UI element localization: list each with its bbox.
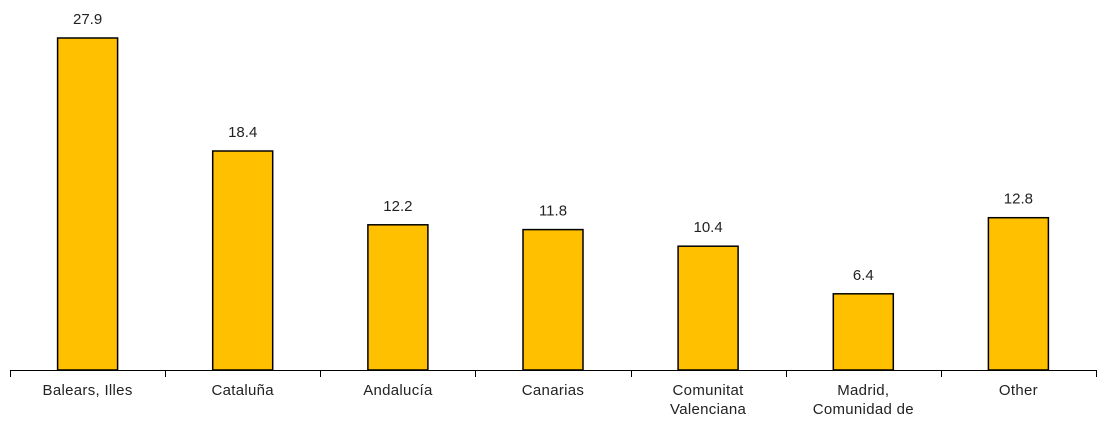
bars-layer (56, 37, 1050, 371)
x-tick-label-line: Valenciana (670, 401, 746, 418)
bar-0 (56, 37, 119, 371)
x-tick-labels: Balears, Illes Cataluña Andalucía Canarias C… (43, 382, 1038, 418)
x-tick-label-0: Balears, Illes (43, 382, 133, 399)
x-tick-label-line: Cataluña (211, 382, 274, 399)
x-tick-label-line: Madrid, (837, 382, 889, 399)
data-label-6: 12.8 (1004, 191, 1033, 208)
bar-1 (211, 150, 274, 371)
x-tick-label-line: Comunidad de (813, 401, 914, 418)
x-tick-label-line: Andalucía (363, 382, 433, 399)
x-tick-label-4: Comunitat Valenciana (670, 382, 746, 418)
data-label-4: 10.4 (693, 219, 722, 236)
x-axis (10, 370, 1097, 377)
data-label-0: 27.9 (73, 11, 102, 28)
x-tick-label-line: Canarias (522, 382, 584, 399)
x-tick-label-1: Cataluña (211, 382, 274, 399)
x-tick-label-line: Balears, Illes (43, 382, 133, 399)
x-tick-label-5: Madrid, Comunidad de (813, 382, 914, 418)
bar-5 (832, 293, 895, 371)
bar-6 (987, 216, 1050, 371)
bar-3 (522, 228, 584, 371)
x-tick-label-line: Other (999, 382, 1038, 399)
bar-4 (677, 245, 739, 371)
data-labels-layer: 27.9 18.4 12.2 11.8 10.4 6.4 12.8 (73, 11, 1033, 284)
x-tick-label-3: Canarias (522, 382, 584, 399)
x-tick-label-6: Other (999, 382, 1038, 399)
data-label-2: 12.2 (383, 198, 412, 215)
x-tick-label-2: Andalucía (363, 382, 433, 399)
data-label-1: 18.4 (228, 124, 257, 141)
data-label-5: 6.4 (853, 267, 874, 284)
bar-2 (367, 224, 429, 371)
data-label-3: 11.8 (539, 203, 567, 220)
x-tick-label-line: Comunitat (673, 382, 745, 399)
